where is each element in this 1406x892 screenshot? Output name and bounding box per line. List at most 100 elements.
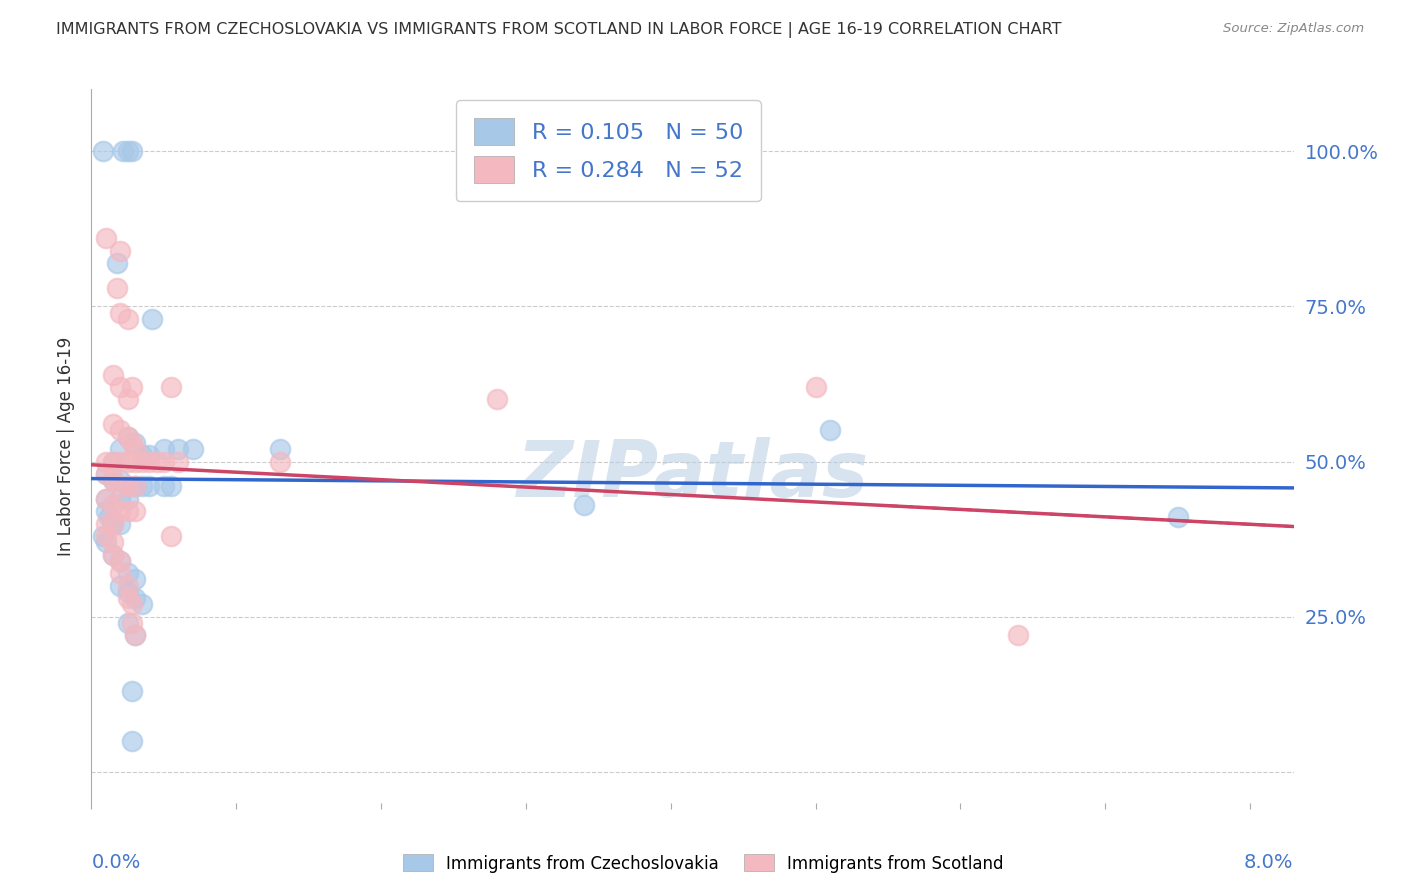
Point	[101, 548, 124, 562]
Point	[117, 591, 139, 605]
Point	[110, 473, 132, 487]
Point	[124, 628, 146, 642]
Point	[121, 380, 143, 394]
Point	[110, 566, 132, 581]
Point	[101, 516, 124, 531]
Point	[121, 615, 143, 630]
Point	[124, 504, 146, 518]
Point	[94, 231, 117, 245]
Point	[101, 473, 124, 487]
Point	[101, 535, 124, 549]
Point	[269, 454, 291, 468]
Point	[121, 597, 143, 611]
Point	[117, 615, 139, 630]
Point	[110, 244, 132, 258]
Point	[110, 554, 132, 568]
Point	[117, 392, 139, 407]
Point	[101, 454, 124, 468]
Point	[101, 548, 124, 562]
Point	[485, 392, 508, 407]
Text: 0.0%: 0.0%	[91, 853, 141, 871]
Point	[101, 454, 124, 468]
Point	[121, 436, 143, 450]
Point	[91, 529, 114, 543]
Point	[804, 380, 827, 394]
Point	[94, 516, 117, 531]
Point	[94, 467, 117, 481]
Point	[110, 579, 132, 593]
Point	[1007, 628, 1029, 642]
Point	[110, 554, 132, 568]
Text: Source: ZipAtlas.com: Source: ZipAtlas.com	[1223, 22, 1364, 36]
Point	[124, 479, 146, 493]
Point	[181, 442, 204, 456]
Point	[124, 436, 146, 450]
Point	[101, 498, 124, 512]
Point	[572, 498, 595, 512]
Point	[131, 597, 153, 611]
Point	[110, 504, 132, 518]
Point	[101, 417, 124, 432]
Point	[117, 566, 139, 581]
Text: ZIPatlas: ZIPatlas	[516, 436, 869, 513]
Point	[1167, 510, 1189, 524]
Point	[117, 479, 139, 493]
Point	[110, 479, 132, 493]
Point	[138, 454, 160, 468]
Point	[112, 145, 135, 159]
Point	[138, 479, 160, 493]
Point	[160, 479, 183, 493]
Point	[117, 479, 139, 493]
Point	[124, 454, 146, 468]
Point	[94, 491, 117, 506]
Point	[124, 628, 146, 642]
Point	[117, 145, 139, 159]
Point	[94, 467, 117, 481]
Point	[160, 529, 183, 543]
Point	[94, 491, 117, 506]
Point	[101, 368, 124, 382]
Point	[117, 311, 139, 326]
Point	[107, 281, 129, 295]
Point	[117, 430, 139, 444]
Legend: Immigrants from Czechoslovakia, Immigrants from Scotland: Immigrants from Czechoslovakia, Immigran…	[396, 847, 1010, 880]
Point	[121, 733, 143, 747]
Point	[153, 479, 176, 493]
Point	[101, 516, 124, 531]
Point	[121, 684, 143, 698]
Y-axis label: In Labor Force | Age 16-19: In Labor Force | Age 16-19	[58, 336, 76, 556]
Point	[117, 479, 139, 493]
Point	[117, 584, 139, 599]
Point	[94, 454, 117, 468]
Point	[145, 454, 167, 468]
Point	[160, 380, 183, 394]
Point	[110, 454, 132, 468]
Point	[110, 380, 132, 394]
Point	[107, 256, 129, 270]
Point	[110, 305, 132, 319]
Point	[124, 591, 146, 605]
Point	[124, 442, 146, 456]
Legend: R = 0.105   N = 50, R = 0.284   N = 52: R = 0.105 N = 50, R = 0.284 N = 52	[456, 100, 761, 202]
Point	[97, 510, 120, 524]
Point	[117, 454, 139, 468]
Point	[153, 454, 176, 468]
Point	[110, 442, 132, 456]
Point	[131, 454, 153, 468]
Point	[117, 430, 139, 444]
Text: 8.0%: 8.0%	[1244, 853, 1294, 871]
Point	[94, 529, 117, 543]
Point	[167, 442, 190, 456]
Text: IMMIGRANTS FROM CZECHOSLOVAKIA VS IMMIGRANTS FROM SCOTLAND IN LABOR FORCE | AGE : IMMIGRANTS FROM CZECHOSLOVAKIA VS IMMIGR…	[56, 22, 1062, 38]
Point	[131, 448, 153, 462]
Point	[117, 504, 139, 518]
Point	[121, 145, 143, 159]
Point	[94, 504, 117, 518]
Point	[153, 442, 176, 456]
Point	[124, 479, 146, 493]
Point	[124, 573, 146, 587]
Point	[269, 442, 291, 456]
Point	[110, 424, 132, 438]
Point	[117, 579, 139, 593]
Point	[110, 516, 132, 531]
